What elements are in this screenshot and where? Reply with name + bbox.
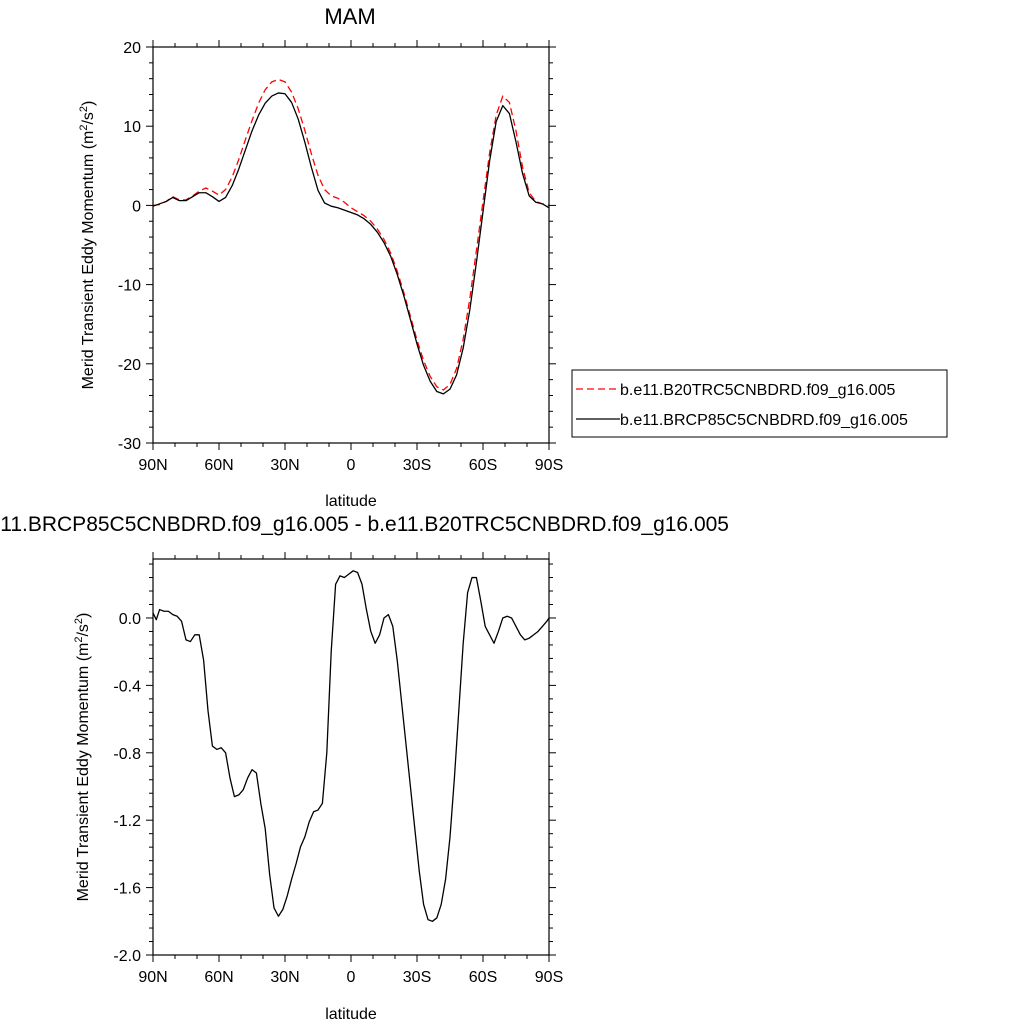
top-y-axis-label: Merid Transient Eddy Momentum (m2/s2) bbox=[78, 101, 97, 390]
top-x-tick-label: 60S bbox=[469, 457, 497, 474]
bottom-x-tick-label: 60S bbox=[469, 969, 497, 986]
bottom-x-tick-label: 30S bbox=[403, 969, 431, 986]
bottom-y-tick-label: -0.8 bbox=[113, 746, 141, 763]
top-plot-frame bbox=[152, 46, 550, 444]
legend-label-historical: b.e11.B20TRC5CNBDRD.f09_g16.005 bbox=[620, 382, 896, 399]
bottom-chart-title: b.e11.BRCP85C5CNBDRD.f09_g16.005 - b.e11… bbox=[0, 513, 729, 536]
top-plot-series bbox=[152, 78, 550, 395]
bottom-x-tick-label: 60N bbox=[204, 969, 233, 986]
top-y-tick-label: -20 bbox=[118, 357, 141, 374]
top-ticks: 90N 60N 30N 0 30S 60S 90S 20 10 0 -10 -20 -30 bbox=[118, 40, 563, 474]
top-x-tick-label: 0 bbox=[347, 457, 356, 474]
legend: b.e11.B20TRC5CNBDRD.f09_g16.005 b.e11.BR… bbox=[571, 369, 948, 438]
bottom-x-tick-label: 30N bbox=[270, 969, 299, 986]
top-y-tick-label: -30 bbox=[118, 436, 141, 453]
legend-box bbox=[571, 369, 948, 438]
top-x-tick-label: 30N bbox=[270, 457, 299, 474]
bottom-plot-series bbox=[152, 570, 550, 922]
bottom-series-line-0 bbox=[152, 570, 550, 922]
bottom-y-tick-label: -1.2 bbox=[113, 813, 141, 830]
bottom-plot-frame bbox=[152, 558, 550, 956]
top-y-tick-label: 10 bbox=[123, 119, 141, 136]
top-y-tick-label: 0 bbox=[132, 198, 141, 215]
top-y-tick-label: 20 bbox=[123, 40, 141, 57]
bottom-y-tick-label: -0.4 bbox=[113, 678, 141, 695]
bottom-ticks: 90N 60N 30N 0 30S 60S 90S 0.0 -0.4 -0.8 -1.2 -1.6 -2… bbox=[113, 552, 563, 986]
bottom-y-tick-label: -2.0 bbox=[113, 948, 141, 965]
top-x-tick-label: 30S bbox=[403, 457, 431, 474]
bottom-y-tick-label: 0.0 bbox=[119, 611, 141, 628]
top-x-tick-label: 90S bbox=[535, 457, 563, 474]
legend-label-rcp85: b.e11.BRCP85C5CNBDRD.f09_g16.005 bbox=[620, 412, 908, 429]
top-series-line-1 bbox=[152, 92, 550, 395]
top-y-tick-label: -10 bbox=[118, 278, 141, 295]
top-x-tick-label: 90N bbox=[138, 457, 167, 474]
bottom-x-tick-label: 0 bbox=[347, 969, 356, 986]
top-x-tick-label: 60N bbox=[204, 457, 233, 474]
top-panel: MAM 90N 60N 30N 0 30S 60S 90S 20 10 0 -10 -20 -30 la… bbox=[78, 4, 948, 510]
bottom-x-tick-label: 90N bbox=[138, 969, 167, 986]
bottom-y-axis-label: Merid Transient Eddy Momentum (m2/s2) bbox=[73, 613, 92, 902]
top-series-line-0 bbox=[152, 78, 550, 391]
bottom-x-tick-label: 90S bbox=[535, 969, 563, 986]
bottom-x-axis-label: latitude bbox=[325, 1006, 377, 1023]
top-x-axis-label: latitude bbox=[325, 493, 377, 510]
top-chart-title: MAM bbox=[324, 4, 375, 29]
bottom-y-tick-label: -1.6 bbox=[113, 881, 141, 898]
bottom-panel: b.e11.BRCP85C5CNBDRD.f09_g16.005 - b.e11… bbox=[0, 513, 729, 1023]
